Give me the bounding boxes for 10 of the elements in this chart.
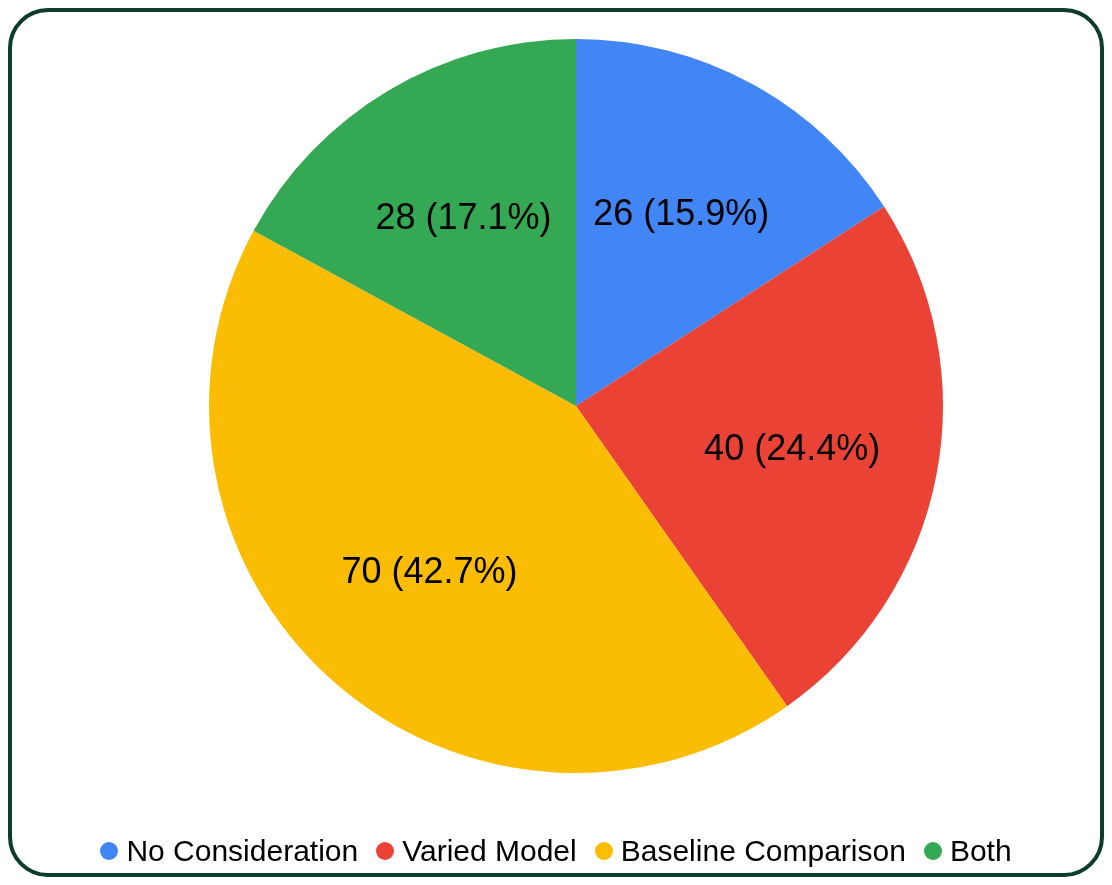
data-label: 70 (42.7%): [341, 549, 518, 591]
legend-label: No Consideration: [126, 834, 359, 868]
data-label: 40 (24.4%): [704, 427, 881, 469]
legend-label: Baseline Comparison: [620, 834, 906, 868]
legend-label: Both: [949, 834, 1012, 868]
legend-label: Varied Model: [402, 834, 577, 868]
pie-slice: [253, 39, 576, 406]
pie-slice: [576, 39, 885, 406]
data-label: 28 (17.1%): [375, 196, 552, 238]
data-label: 26 (15.9%): [593, 192, 770, 234]
